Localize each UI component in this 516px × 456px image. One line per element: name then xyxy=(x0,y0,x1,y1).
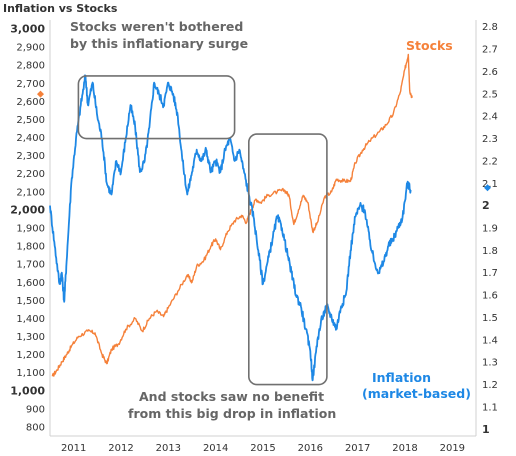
annotation-box-2 xyxy=(248,133,328,386)
inflation-line xyxy=(49,74,412,382)
right-tick-label: 2.2 xyxy=(482,156,498,167)
left-tick-label: 1,100 xyxy=(16,368,45,379)
right-tick-label: 1.6 xyxy=(482,291,498,302)
x-tick-label: 2015 xyxy=(250,443,275,454)
annotation-1-line-2: by this inflationary surge xyxy=(70,36,248,51)
x-tick-label: 2012 xyxy=(108,443,133,454)
right-tick-label: 2.4 xyxy=(482,112,498,123)
left-tick-label: 1,800 xyxy=(16,242,45,253)
x-axis: 2011 2012 2013 2014 2015 2016 2017 2018 2019 xyxy=(61,443,465,454)
left-tick-label: 2,000 xyxy=(10,203,45,216)
left-tick-label: 2,500 xyxy=(16,115,45,126)
annotation-box-1 xyxy=(77,75,236,140)
x-tick-label: 2018 xyxy=(392,443,417,454)
left-tick-label: 2,700 xyxy=(16,79,45,90)
left-tick-label: 800 xyxy=(26,422,45,433)
annotation-2-line-1: And stocks saw no benefit xyxy=(139,389,324,404)
stocks-line xyxy=(51,53,413,377)
left-tick-label: 2,100 xyxy=(16,187,45,198)
current-value-markers xyxy=(37,90,491,192)
x-tick-label: 2017 xyxy=(345,443,370,454)
inflation-current-marker xyxy=(484,184,491,192)
x-tick-label: 2014 xyxy=(203,443,228,454)
right-tick-label: 1.3 xyxy=(482,358,498,369)
left-tick-label: 1,600 xyxy=(16,278,45,289)
right-tick-label: 2 xyxy=(482,199,490,212)
chart-title: Inflation vs Stocks xyxy=(3,2,118,15)
stocks-current-marker xyxy=(37,90,44,98)
annotation-1-line-1: Stocks weren't bothered xyxy=(70,19,243,34)
left-tick-label: 1,200 xyxy=(16,350,45,361)
x-tick-label: 2011 xyxy=(61,443,86,454)
right-tick-label: 1 xyxy=(482,423,490,436)
right-tick-label: 2.3 xyxy=(482,134,498,145)
left-tick-label: 1,700 xyxy=(16,260,45,271)
left-tick-label: 2,800 xyxy=(16,61,45,72)
right-tick-label: 2.6 xyxy=(482,67,498,78)
right-axis: 1 1.1 1.2 1.3 1.4 1.5 1.6 1.7 1.8 1.9 2 2.1 2.2 2.3 2.… xyxy=(482,22,498,436)
right-tick-label: 2.5 xyxy=(482,89,498,100)
right-tick-label: 1.4 xyxy=(482,335,498,346)
right-tick-label: 1.2 xyxy=(482,380,498,391)
stocks-series-label: Stocks xyxy=(406,38,453,53)
right-tick-label: 1.9 xyxy=(482,224,498,235)
annotation-boxes xyxy=(77,75,328,386)
left-tick-label: 2,600 xyxy=(16,97,45,108)
right-tick-label: 1.1 xyxy=(482,402,498,413)
inflation-series-label-line-2: (market-based) xyxy=(362,386,471,401)
right-tick-label: 1.7 xyxy=(482,268,498,279)
right-tick-label: 1.8 xyxy=(482,246,498,257)
left-tick-label: 1,500 xyxy=(16,296,45,307)
x-tick-label: 2013 xyxy=(156,443,181,454)
annotation-2-line-2: from this big drop in inflation xyxy=(128,406,336,421)
left-tick-label: 1,400 xyxy=(16,314,45,325)
left-axis: 800 900 1,000 1,100 1,200 1,300 1,400 1,500 1,60… xyxy=(10,23,45,434)
left-tick-label: 2,200 xyxy=(16,169,45,180)
left-tick-label: 2,900 xyxy=(16,43,45,54)
right-tick-label: 2.7 xyxy=(482,45,498,56)
x-tick-label: 2016 xyxy=(298,443,323,454)
right-tick-label: 2.1 xyxy=(482,179,498,190)
right-tick-label: 1.5 xyxy=(482,313,498,324)
right-tick-label: 2.8 xyxy=(482,22,498,33)
left-tick-label: 1,900 xyxy=(16,224,45,235)
series-layer xyxy=(49,53,413,382)
left-tick-label: 2,400 xyxy=(16,133,45,144)
x-tick-label: 2019 xyxy=(440,443,465,454)
left-tick-label: 3,000 xyxy=(10,23,45,36)
left-tick-label: 2,300 xyxy=(16,151,45,162)
left-tick-label: 1,300 xyxy=(16,332,45,343)
left-tick-label: 900 xyxy=(26,404,45,415)
left-tick-label: 1,000 xyxy=(10,384,45,397)
inflation-series-label-line-1: Inflation xyxy=(372,370,431,385)
